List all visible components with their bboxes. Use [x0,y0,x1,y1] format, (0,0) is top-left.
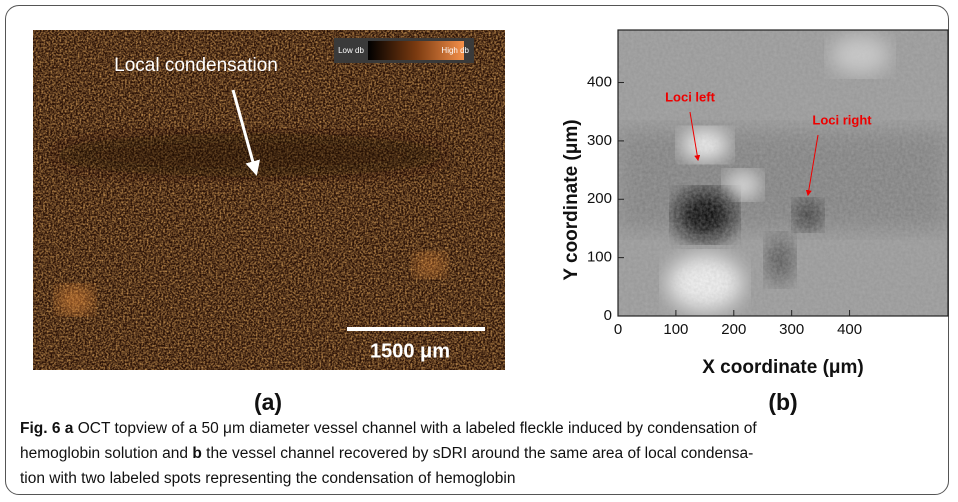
x-tick-label: 100 [663,321,688,338]
colorbar-high: High db [441,46,469,55]
oct-image [33,30,505,370]
y-axis-label: Y coordinate (μm) [561,119,582,280]
x-tick-label: 200 [721,321,746,338]
y-tick-label: 100 [587,249,612,266]
x-tick-label: 400 [837,321,862,338]
x-axis-label: X coordinate (μm) [702,357,864,378]
y-tick-label: 0 [604,307,612,324]
caption-text: b [192,445,202,462]
x-tick-label: 0 [614,321,622,338]
caption-text: hemoglobin solution and [20,445,193,462]
caption-line: tion with two labeled spots representing… [20,466,940,491]
scale-bar-label: 1500 μm [370,340,450,362]
sdri-image [618,30,948,316]
caption-text: a [64,420,74,437]
annotation: Loci right [812,112,872,127]
colorbar-low: Low db [338,46,364,55]
panel-label: (a) [254,389,282,415]
plot-frame [617,29,949,317]
caption-text: the vessel channel recovered by sDRI aro… [201,445,754,462]
caption-text: OCT topview of a 50 μm diameter vessel c… [73,420,757,437]
y-tick-label: 300 [587,132,612,149]
y-tick-label: 400 [587,73,612,90]
panel-label: (b) [768,389,797,415]
x-tick-label: 300 [779,321,804,338]
caption-line: Fig. 6 a OCT topview of a 50 μm diameter… [20,416,940,441]
caption-text: Fig. 6 [20,420,61,437]
annotation: Loci left [665,89,716,104]
y-tick-label: 200 [587,190,612,207]
caption: Fig. 6 a OCT topview of a 50 μm diameter… [20,416,940,491]
annotation: Local condensation [114,55,278,76]
caption-text: tion with two labeled spots representing… [20,470,516,487]
caption-line: hemoglobin solution and b the vessel cha… [20,441,940,466]
